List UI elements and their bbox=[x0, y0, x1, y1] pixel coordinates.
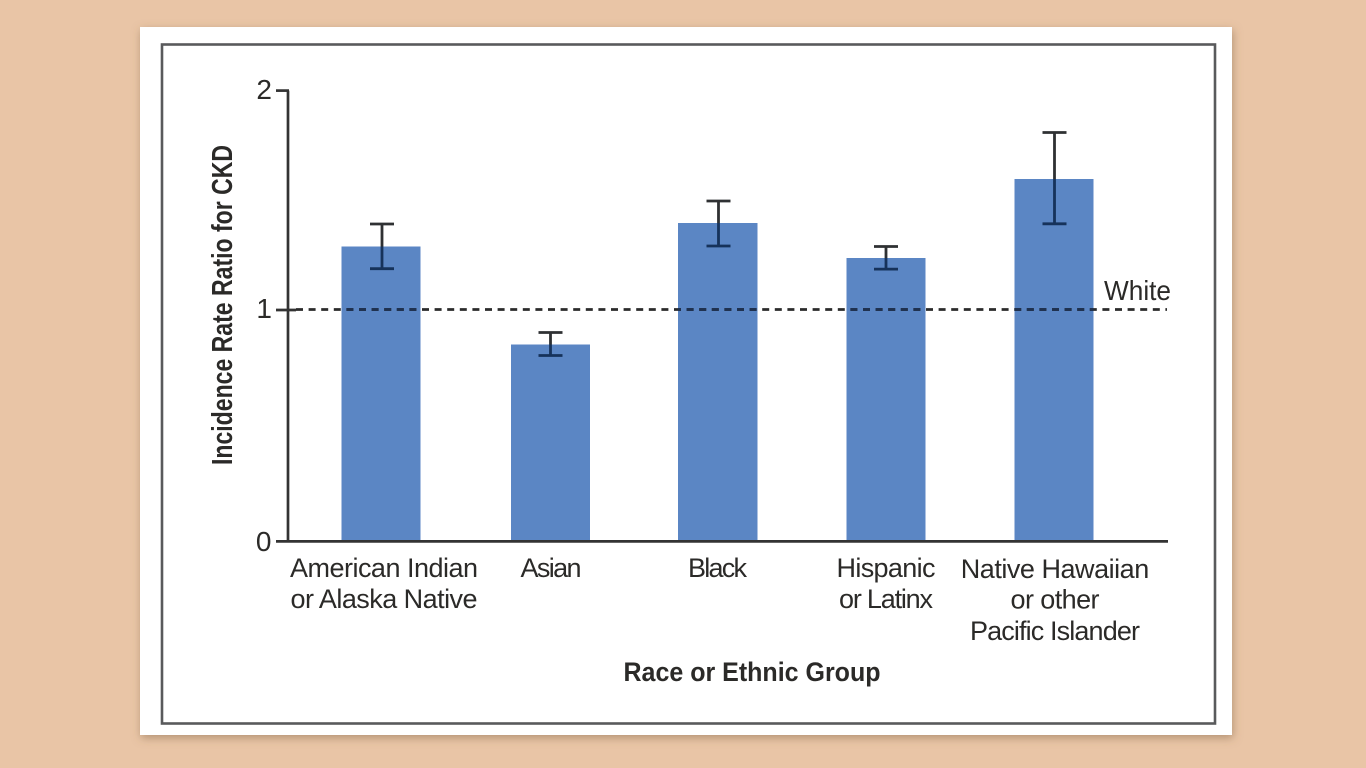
svg-text:or other: or other bbox=[1011, 585, 1100, 615]
svg-text:Native Hawaiian: Native Hawaiian bbox=[961, 554, 1150, 584]
svg-text:0: 0 bbox=[256, 526, 272, 557]
svg-text:Pacific Islander: Pacific Islander bbox=[970, 616, 1140, 646]
svg-text:or Latinx: or Latinx bbox=[839, 584, 934, 614]
svg-text:Black: Black bbox=[688, 553, 748, 583]
svg-text:Hispanic: Hispanic bbox=[837, 553, 936, 583]
svg-text:Incidence Rate Ratio for CKD: Incidence Rate Ratio for CKD bbox=[207, 145, 239, 465]
svg-text:1: 1 bbox=[256, 293, 272, 324]
svg-text:or Alaska Native: or Alaska Native bbox=[291, 584, 478, 614]
svg-text:Asian: Asian bbox=[521, 553, 582, 583]
svg-text:2: 2 bbox=[256, 74, 272, 105]
svg-text:White: White bbox=[1104, 275, 1171, 306]
svg-text:Race or Ethnic Group: Race or Ethnic Group bbox=[624, 657, 881, 687]
svg-text:American Indian: American Indian bbox=[290, 553, 478, 583]
